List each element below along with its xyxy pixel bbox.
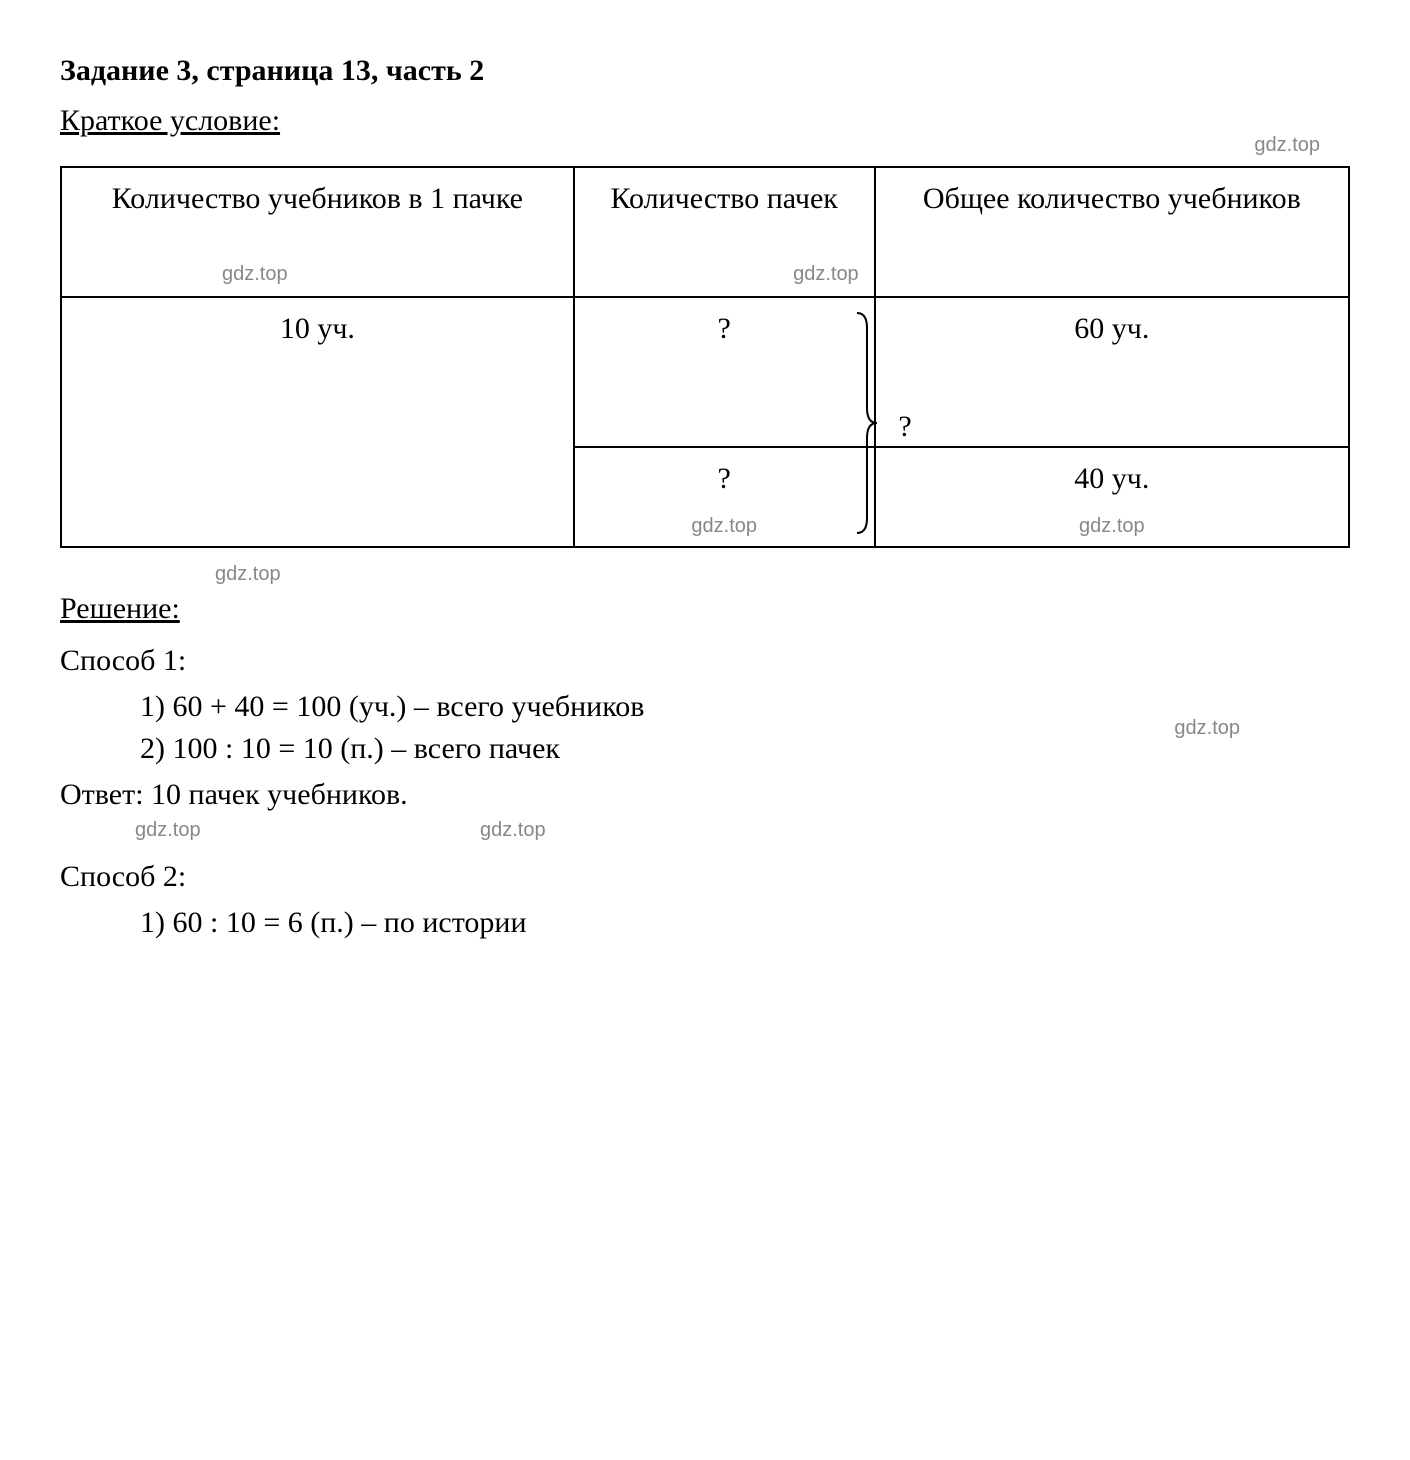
cell-value: 40 уч.	[1074, 462, 1149, 495]
watermark-row: gdz.top gdz.top	[60, 816, 1350, 846]
watermark: gdz.top	[222, 260, 288, 288]
header-text: Количество пачек	[611, 182, 838, 215]
table-header-row: Количество учебников в 1 пачке gdz.top К…	[61, 167, 1349, 297]
table-header-cell: Общее количество учебников	[875, 167, 1349, 297]
method-2-steps: 1) 60 : 10 = 6 (п.) – по истории	[60, 902, 1350, 944]
watermark: gdz.top	[691, 512, 757, 540]
solution-section: gdz.top Решение: Способ 1: 1) 60 + 40 = …	[60, 588, 1350, 944]
watermark: gdz.top	[793, 260, 859, 288]
header-text: Общее количество учебников	[923, 182, 1301, 215]
step-item: 1) 60 : 10 = 6 (п.) – по истории	[60, 902, 1350, 944]
table-cell: 10 уч.	[61, 297, 574, 547]
method-1-steps: 1) 60 + 40 = 100 (уч.) – всего учебников…	[60, 686, 1350, 770]
table-header-cell: Количество пачек gdz.top	[574, 167, 875, 297]
answer-line: Ответ: 10 пачек учебников.	[60, 774, 1350, 816]
watermark: gdz.top	[480, 816, 546, 844]
method-1-label: Способ 1:	[60, 640, 1350, 682]
watermark: gdz.top	[215, 560, 281, 588]
cell-value: ?	[718, 462, 731, 495]
condition-table-wrap: gdz.top Количество учебников в 1 пачке g…	[60, 166, 1350, 548]
table-row: 10 уч. ? ? 60 уч.	[61, 297, 1349, 447]
table-cell: ? ?	[574, 297, 875, 447]
brace-label: ?	[898, 406, 911, 448]
table-cell: ? gdz.top	[574, 447, 875, 547]
cell-value: 60 уч.	[1074, 312, 1149, 345]
step-item: 2) 100 : 10 = 10 (п.) – всего пачек	[60, 728, 1350, 770]
solution-heading: Решение:	[60, 588, 1350, 630]
answer-text: Ответ: 10 пачек учебников.	[60, 778, 408, 811]
table-cell: 60 уч.	[875, 297, 1349, 447]
cell-value: ?	[718, 312, 731, 345]
cell-value: 10 уч.	[280, 312, 355, 345]
brief-condition-label: Краткое условие:	[60, 100, 1350, 142]
table-cell: 40 уч. gdz.top	[875, 447, 1349, 547]
method-2-label: Способ 2:	[60, 856, 1350, 898]
header-text: Количество учебников в 1 пачке	[112, 182, 523, 215]
task-title: Задание 3, страница 13, часть 2	[60, 50, 1350, 92]
table-header-cell: Количество учебников в 1 пачке gdz.top	[61, 167, 574, 297]
watermark: gdz.top	[135, 816, 201, 844]
condition-table: Количество учебников в 1 пачке gdz.top К…	[60, 166, 1350, 548]
watermark: gdz.top	[1079, 512, 1145, 540]
step-item: 1) 60 + 40 = 100 (уч.) – всего учебников	[60, 686, 1350, 728]
